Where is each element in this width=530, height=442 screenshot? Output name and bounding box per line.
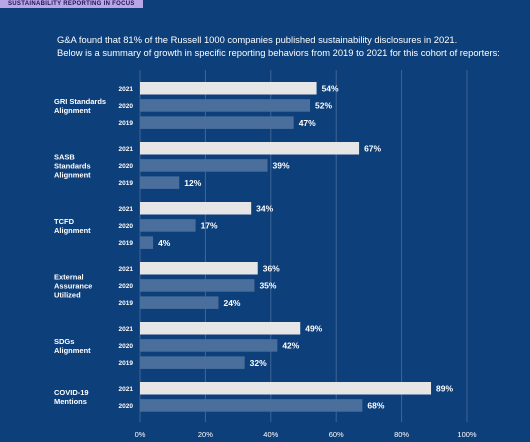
bar-2021 bbox=[140, 202, 252, 215]
x-tick-label: 60% bbox=[329, 430, 344, 439]
year-label: 2020 bbox=[119, 223, 134, 230]
group-label: Alignment bbox=[54, 170, 91, 179]
group-label: TCFD bbox=[54, 217, 75, 226]
group-label: Standards bbox=[54, 161, 91, 170]
group-label: Alignment bbox=[54, 226, 91, 235]
value-label: 24% bbox=[223, 298, 240, 308]
intro-line-1: G&A found that 81% of the Russell 1000 c… bbox=[57, 34, 458, 45]
year-label: 2019 bbox=[119, 360, 134, 367]
section-banner: SUSTAINABILITY REPORTING IN FOCUS bbox=[0, 0, 143, 8]
value-label: 52% bbox=[315, 101, 332, 111]
year-label: 2021 bbox=[119, 206, 134, 213]
year-label: 2021 bbox=[119, 86, 134, 93]
bar-2019 bbox=[140, 356, 245, 369]
group-label: External bbox=[54, 272, 84, 281]
bar-2019 bbox=[140, 236, 154, 249]
bar-2019 bbox=[140, 296, 219, 309]
year-label: 2020 bbox=[119, 343, 134, 350]
value-label: 12% bbox=[184, 178, 201, 188]
group-label: SDGs bbox=[54, 337, 74, 346]
year-label: 2019 bbox=[119, 240, 134, 247]
value-label: 89% bbox=[436, 383, 453, 393]
year-label: 2019 bbox=[119, 120, 134, 127]
value-label: 67% bbox=[364, 143, 381, 153]
group-label: Assurance bbox=[54, 281, 92, 290]
value-label: 32% bbox=[250, 358, 267, 368]
x-tick-label: 100% bbox=[457, 430, 477, 439]
bar-2020 bbox=[140, 279, 255, 292]
year-label: 2019 bbox=[119, 180, 134, 187]
group-label: Alignment bbox=[54, 106, 91, 115]
bar-2020 bbox=[140, 399, 363, 412]
bar-2019 bbox=[140, 176, 180, 189]
year-label: 2020 bbox=[119, 163, 134, 170]
group-label: GRI Standards bbox=[54, 97, 106, 106]
x-tick-label: 0% bbox=[135, 430, 146, 439]
year-label: 2021 bbox=[119, 146, 134, 153]
bar-2019 bbox=[140, 116, 294, 129]
value-label: 42% bbox=[282, 341, 299, 351]
year-label: 2020 bbox=[119, 283, 134, 290]
value-label: 49% bbox=[305, 323, 322, 333]
bar-2020 bbox=[140, 219, 196, 232]
bar-2020 bbox=[140, 159, 268, 172]
group-label: SASB bbox=[54, 152, 75, 161]
bar-2021 bbox=[140, 262, 258, 275]
x-tick-label: 40% bbox=[263, 430, 278, 439]
year-label: 2019 bbox=[119, 300, 134, 307]
banner-label: SUSTAINABILITY REPORTING IN FOCUS bbox=[8, 1, 135, 7]
year-label: 2021 bbox=[119, 326, 134, 333]
value-label: 34% bbox=[256, 203, 273, 213]
x-tick-label: 20% bbox=[198, 430, 213, 439]
value-label: 39% bbox=[273, 161, 290, 171]
bar-2021 bbox=[140, 142, 360, 155]
bar-2021 bbox=[140, 322, 301, 335]
value-label: 35% bbox=[259, 281, 276, 291]
year-label: 2020 bbox=[119, 403, 134, 410]
year-label: 2020 bbox=[119, 103, 134, 110]
value-label: 47% bbox=[299, 118, 316, 128]
value-label: 36% bbox=[263, 263, 280, 273]
value-label: 68% bbox=[367, 401, 384, 411]
bar-2021 bbox=[140, 382, 432, 395]
bar-2021 bbox=[140, 82, 317, 95]
value-label: 54% bbox=[322, 83, 339, 93]
intro-text: G&A found that 81% of the Russell 1000 c… bbox=[57, 33, 517, 59]
group-label: Alignment bbox=[54, 346, 91, 355]
group-label: COVID-19 bbox=[54, 388, 89, 397]
year-label: 2021 bbox=[119, 386, 134, 393]
value-label: 17% bbox=[201, 221, 218, 231]
bar-2020 bbox=[140, 99, 311, 112]
bar-2020 bbox=[140, 339, 278, 352]
intro-line-2: Below is a summary of growth in specific… bbox=[57, 47, 500, 58]
group-label: Mentions bbox=[54, 397, 87, 406]
group-label: Utilized bbox=[54, 290, 81, 299]
year-label: 2021 bbox=[119, 266, 134, 273]
x-tick-label: 80% bbox=[394, 430, 409, 439]
value-label: 4% bbox=[158, 238, 171, 248]
